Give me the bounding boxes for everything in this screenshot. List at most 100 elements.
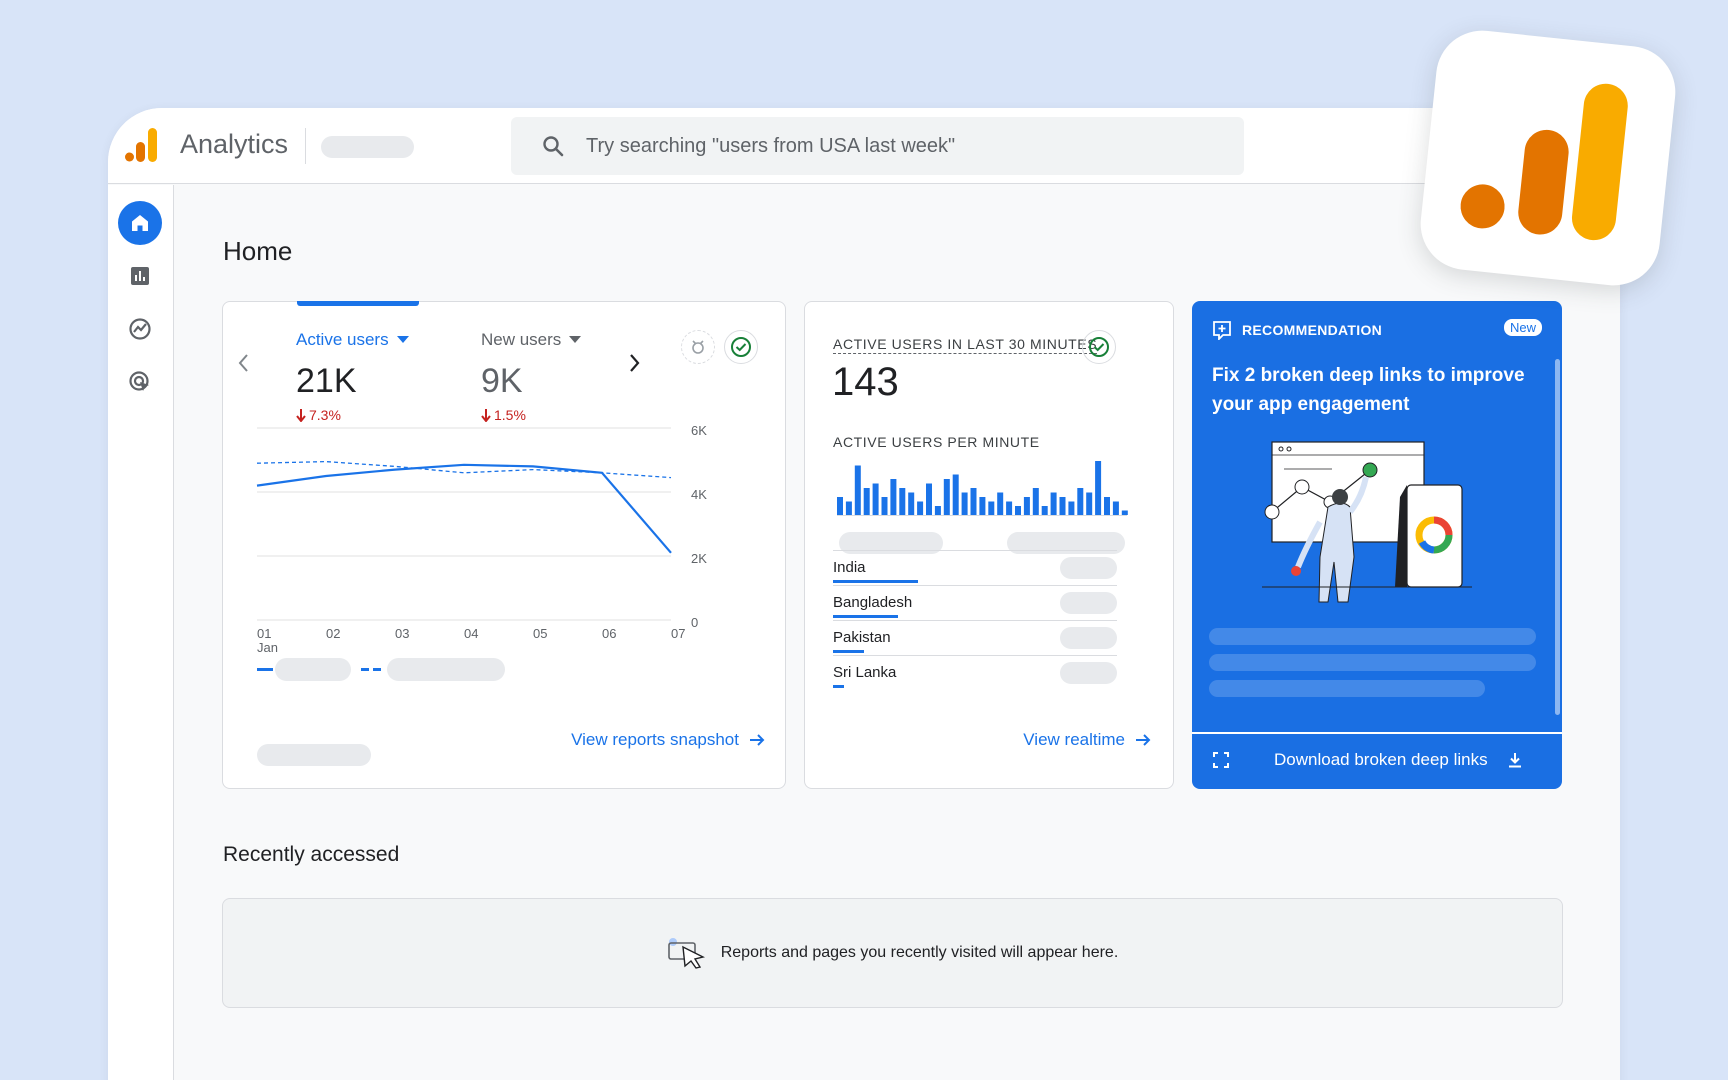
nav-reports[interactable] [118, 254, 162, 298]
country-row[interactable]: Bangladesh [833, 585, 1117, 620]
metric-new-users[interactable]: New users 9K 1.5% [481, 330, 582, 423]
per-minute-bar [1006, 501, 1013, 515]
page-title: Home [223, 236, 293, 266]
country-value-pill [1060, 627, 1117, 649]
bar-chart-icon [131, 267, 149, 285]
download-broken-deep-links-button[interactable]: Download broken deep links [1274, 750, 1524, 770]
legend-solid-swatch [257, 668, 273, 671]
x-tick-label: 02 [326, 626, 340, 641]
date-range-pill[interactable] [257, 744, 371, 766]
per-minute-bar [899, 488, 906, 515]
search-bar[interactable] [511, 117, 1244, 175]
per-minute-bar [845, 501, 852, 515]
x-tick-label: 03 [395, 626, 409, 641]
per-minute-bar [1050, 492, 1057, 515]
analytics-logo-icon [125, 128, 157, 162]
metric-label: New users [481, 330, 562, 349]
arrow-down-icon [481, 408, 491, 422]
expand-icon[interactable] [1212, 751, 1230, 769]
country-name: India [833, 559, 866, 576]
insights-icon [692, 340, 704, 354]
per-minute-bar [926, 483, 932, 515]
insights-button[interactable] [681, 330, 715, 364]
recommendation-title: Fix 2 broken deep links to improve your … [1212, 365, 1525, 415]
nav-explore[interactable] [118, 307, 162, 351]
per-minute-bar [1015, 506, 1021, 515]
recommendation-illustration [1262, 441, 1472, 603]
chart-legend [257, 656, 517, 682]
new-badge: New [1503, 319, 1542, 336]
analytics-logo-icon [1460, 83, 1628, 241]
account-selector[interactable] [321, 136, 414, 158]
per-minute-bar [1041, 506, 1048, 515]
data-quality-button[interactable] [724, 330, 758, 364]
empty-message: Reports and pages you recently visited w… [720, 944, 1119, 961]
link-label: View realtime [1023, 730, 1125, 749]
per-minute-bar [917, 501, 924, 515]
series-line-2 [256, 460, 672, 479]
tab-indicator [297, 301, 419, 306]
y-tick-label: 0 [691, 615, 698, 630]
realtime-count: 143 [832, 360, 899, 404]
placeholder-line [1209, 680, 1485, 697]
metric-active-users[interactable]: Active users 21K 7.3% [296, 330, 409, 423]
arrow-right-icon [1136, 734, 1151, 746]
x-tick-label: 06 [602, 626, 616, 641]
per-minute-bar [1104, 497, 1110, 515]
recommendation-header: RECOMMENDATION [1212, 320, 1382, 340]
country-share-bar [833, 685, 845, 688]
analytics-window: Analytics [108, 108, 1620, 1080]
arrow-right-icon [750, 734, 765, 746]
per-minute-bar [890, 479, 897, 515]
per-minute-bar-chart [837, 461, 1128, 516]
download-icon [1508, 753, 1521, 768]
nav-home[interactable] [118, 201, 162, 245]
analytics-app-icon [1416, 26, 1680, 290]
x-tick-label: 05 [533, 626, 547, 641]
metric-value: 21K [296, 362, 357, 400]
nav-advertising[interactable] [118, 360, 162, 404]
country-row[interactable]: Sri Lanka [833, 655, 1117, 690]
country-name: Bangladesh [833, 594, 913, 611]
recommendation-label: RECOMMENDATION [1242, 322, 1383, 338]
per-minute-bar [1077, 488, 1084, 515]
per-minute-bar [1095, 461, 1102, 515]
country-row[interactable]: India [833, 550, 1117, 585]
country-value-pill [1060, 592, 1117, 614]
link-label: View reports snapshot [571, 730, 739, 749]
metric-delta-value: 1.5% [494, 407, 526, 423]
advertising-icon [129, 371, 149, 391]
country-name: Pakistan [833, 629, 891, 646]
check-circle-icon [1089, 337, 1109, 357]
per-minute-bar [881, 497, 888, 515]
country-row[interactable]: Pakistan [833, 620, 1117, 655]
y-tick-label: 2K [691, 551, 707, 566]
metric-label-row: New users [481, 330, 582, 350]
scrollbar[interactable] [1555, 359, 1560, 715]
data-quality-button[interactable] [1082, 330, 1116, 364]
per-minute-bar [872, 483, 879, 515]
side-navigation [108, 185, 174, 1080]
search-input[interactable] [586, 129, 1206, 163]
caret-down-icon [569, 336, 582, 343]
chevron-right-icon[interactable] [627, 352, 641, 374]
per-minute-bar [943, 479, 950, 515]
per-minute-bar [1032, 488, 1039, 515]
legend-pill [275, 658, 351, 681]
per-minute-bar [854, 465, 861, 515]
overview-card: Active users 21K 7.3% New users 9K 1.5% [222, 301, 786, 789]
divider [305, 128, 306, 164]
metric-delta: 7.3% [296, 407, 409, 423]
country-share-bar [833, 650, 865, 653]
per-minute-bar [997, 492, 1004, 515]
view-realtime-link[interactable]: View realtime [1023, 730, 1151, 750]
placeholder-pill [1007, 532, 1125, 554]
caret-down-icon [396, 336, 409, 343]
country-list: India Bangladesh Pakistan Sri Lanka [833, 550, 1117, 690]
placeholder-pill [839, 532, 943, 554]
per-minute-bar [1068, 501, 1075, 515]
per-minute-bar [1112, 501, 1119, 515]
view-reports-snapshot-link[interactable]: View reports snapshot [571, 730, 765, 750]
chevron-left-icon[interactable] [237, 352, 251, 374]
x-tick-label: 04 [464, 626, 478, 641]
